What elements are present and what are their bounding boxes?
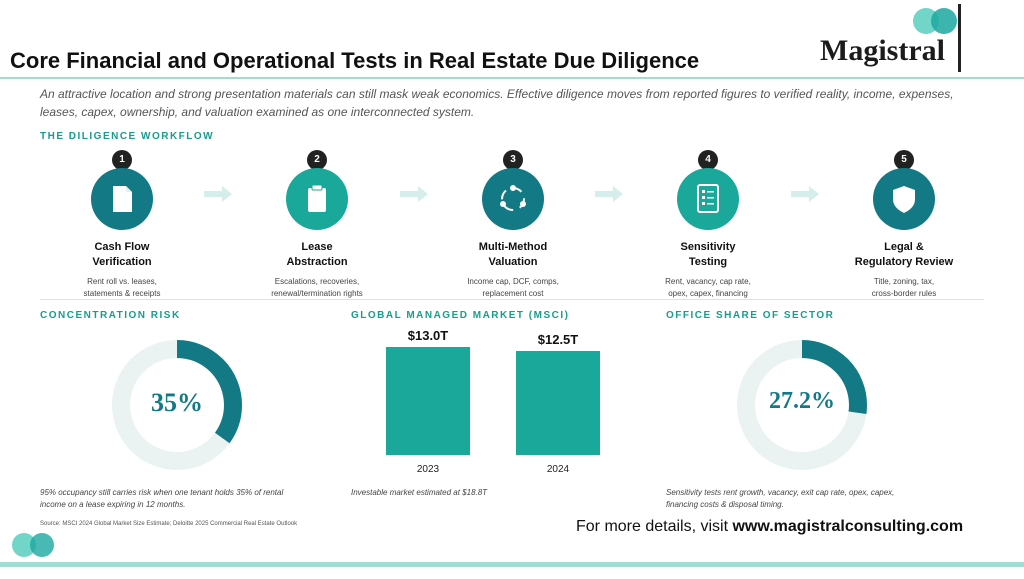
workflow-step-5: 5 Legal & Regulatory Review Title, zonin… [814,150,994,300]
workflow-step-3: 3 Multi-Method Valuation Income cap, DCF… [423,150,603,300]
bar-category-label: 2023 [416,464,440,475]
bar-2024 [516,351,600,455]
step-number: 3 [503,150,523,170]
website-link[interactable]: www.magistralconsulting.com [732,518,964,535]
step-description: Escalations, recoveries, renewal/termina… [271,277,363,298]
step-description: Income cap, DCF, comps, replacement cost [467,277,559,298]
footer-rule [0,562,1024,567]
office-note: Sensitivity tests rent growth, vacancy, … [666,488,895,509]
section-divider [40,299,984,300]
market-label: GLOBAL MANAGED MARKET (MSCI) [351,310,570,321]
arrow-right-icon [204,186,232,202]
header-rule [0,77,1024,79]
concentration-arc [112,340,242,470]
step-title: Legal & Regulatory Review [854,241,954,268]
logo-text: Magistral [820,34,945,67]
step-number: 5 [894,150,914,170]
concentration-label: CONCENTRATION RISK [40,310,181,321]
market-note: Investable market estimated at $18.8T [351,488,488,497]
office-label: OFFICE SHARE OF SECTOR [666,310,835,321]
shield-icon [873,168,935,230]
concentration-donut [112,340,242,470]
bar-value-label: $12.5T [537,332,579,348]
workflow-step-2: 2 Lease Abstraction Escalations, recover… [227,150,407,300]
page-title: Core Financial and Operational Tests in … [10,48,700,73]
arrow-right-icon [595,186,623,202]
source-note: Source: MSCI 2024 Global Market Size Est… [40,521,298,527]
workflow-step-4: 4 Sensitivity Testing Rent, vacancy, cap… [618,150,798,300]
concentration-note: 95% occupancy still carries risk when on… [40,488,284,509]
step-number: 4 [698,150,718,170]
intro-text: An attractive location and strong presen… [40,87,954,119]
step-number: 1 [112,150,132,170]
footer-cta: For more details, visit www.magistralcon… [576,518,964,535]
footer-logo-mark [12,533,54,557]
document-icon [91,168,153,230]
step-title: Sensitivity Testing [680,241,736,268]
step-number: 2 [307,150,327,170]
workflow-step-1: 1 Cash Flow Verification Rent roll vs. l… [32,150,212,300]
step-title: Cash Flow Verification [92,241,152,268]
concentration-value: 35% [151,388,203,417]
step-description: Rent roll vs. leases, statements & recei… [83,277,161,298]
office-value: 27.2% [769,388,835,414]
arrow-right-icon [791,186,819,202]
office-arc [737,340,867,470]
step-title: Multi-Method Valuation [478,241,548,268]
step-title: Lease Abstraction [286,241,348,268]
clipboard-icon [286,168,348,230]
step-description: Rent, vacancy, cap rate, opex, capex, fi… [665,277,751,298]
logo-divider [958,4,961,72]
cycle-icon [482,168,544,230]
step-description: Title, zoning, tax, cross-border rules [871,277,937,298]
office-donut [737,340,867,470]
bar-value-label: $13.0T [407,328,449,343]
bar-category-label: 2024 [546,464,570,475]
workflow-label: THE DILIGENCE WORKFLOW [40,131,215,142]
logo-mark [913,8,957,34]
arrow-right-icon [400,186,428,202]
checklist-icon [677,168,739,230]
bar-2023 [386,347,470,455]
